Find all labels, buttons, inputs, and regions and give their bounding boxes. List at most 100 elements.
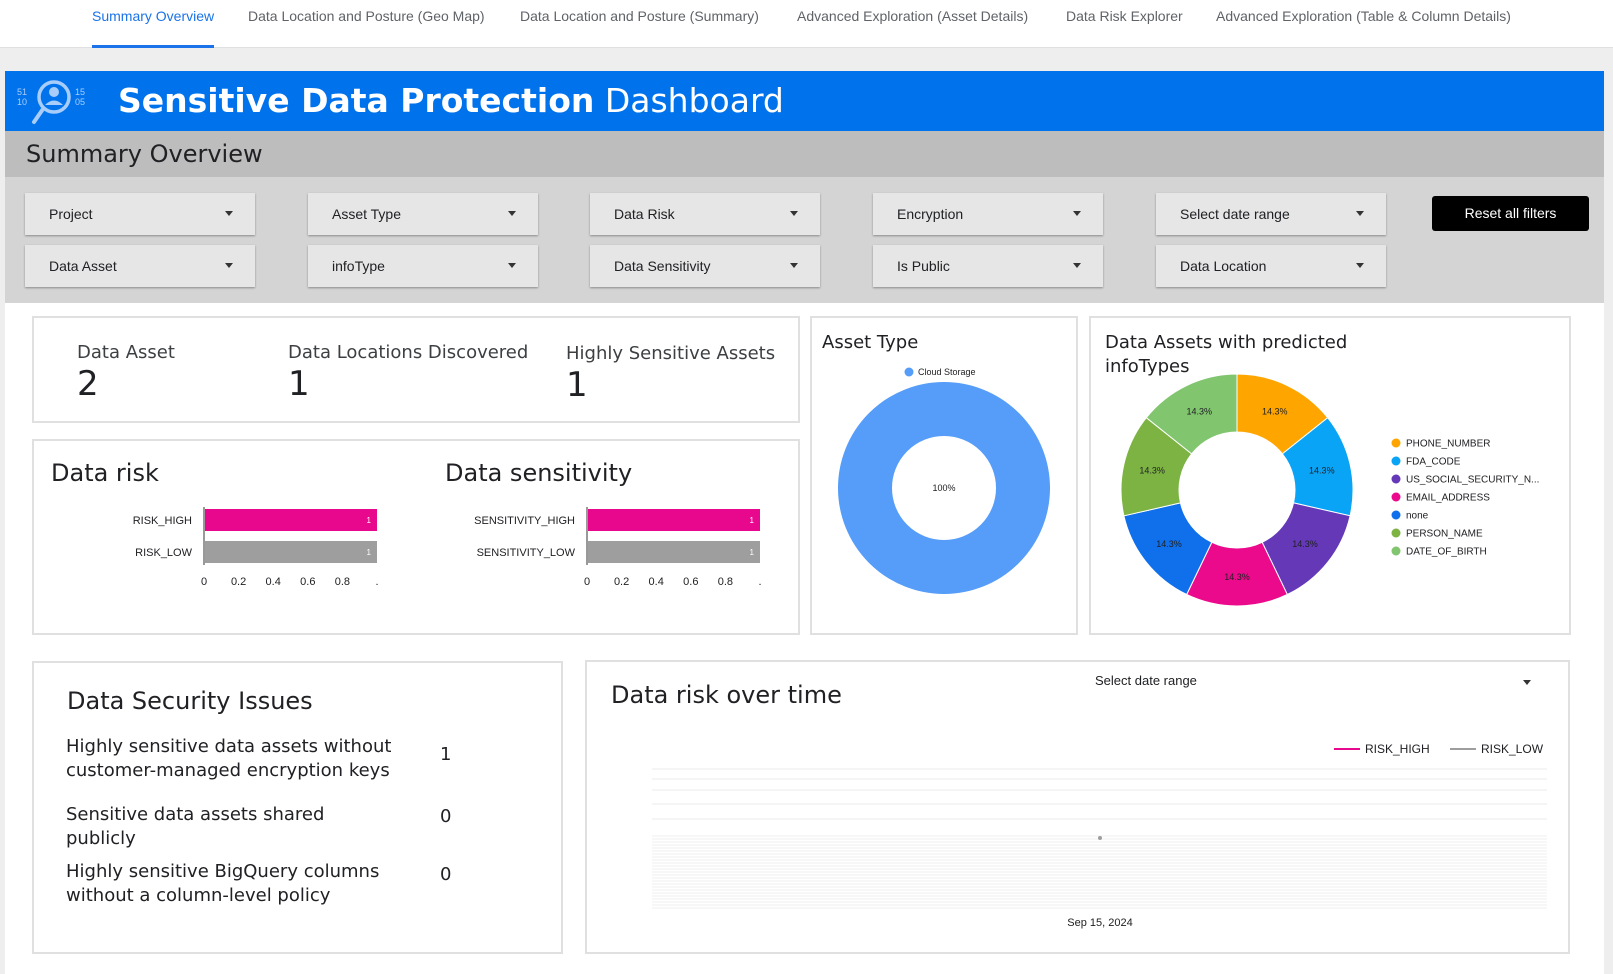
risk-sensitivity-card: Data risk Data sensitivity RISK_HIGH 1 RIS…	[32, 439, 800, 635]
caret-down-icon	[1073, 211, 1081, 216]
legend-label: RISK_HIGH	[1365, 742, 1430, 756]
tab-data-risk-explorer[interactable]: Data Risk Explorer	[1066, 8, 1183, 24]
scorecard-label: Highly Sensitive Assets	[566, 343, 776, 364]
bar-x-tick-label: 0	[201, 576, 207, 588]
filter-label: Asset Type	[332, 206, 402, 222]
tab-bar: Summary Overview Data Location and Postu…	[0, 0, 1613, 48]
caret-down-icon	[1356, 211, 1364, 216]
asset-type-filter[interactable]: Asset Type	[308, 193, 538, 235]
bar-category-label: SENSITIVITY_HIGH	[474, 515, 575, 527]
filter-label: Data Sensitivity	[614, 258, 711, 274]
caret-down-icon	[1073, 263, 1081, 268]
logo-digits-tr: 15	[75, 87, 85, 97]
issue-line: Sensitive data assets shared publicly	[66, 804, 325, 849]
bar-category-label: RISK_LOW	[135, 547, 192, 559]
donut-slice-label: 14.3%	[1262, 407, 1288, 417]
bar	[588, 509, 760, 531]
donut-slice-label: 100%	[932, 483, 955, 493]
tab-asset-details[interactable]: Advanced Exploration (Asset Details)	[797, 8, 1029, 24]
logo-digits-bl: 10	[17, 97, 27, 107]
legend-label: DATE_OF_BIRTH	[1406, 547, 1487, 558]
tab-geo-map[interactable]: Data Location and Posture (Geo Map)	[248, 8, 485, 24]
filter-label: infoType	[332, 258, 385, 274]
issue-no-column-policy: Highly sensitive BigQuery columns withou…	[66, 860, 396, 908]
data-risk-filter[interactable]: Data Risk	[590, 193, 820, 235]
tab-location-summary[interactable]: Data Location and Posture (Summary)	[520, 8, 759, 24]
caret-down-icon	[790, 263, 798, 268]
dashboard-title-bold: Sensitive Data Protection	[118, 81, 595, 120]
issue-value: 0	[440, 864, 452, 885]
legend-swatch	[1391, 492, 1401, 502]
caret-down-icon	[1356, 263, 1364, 268]
legend-label: PHONE_NUMBER	[1406, 439, 1490, 450]
bar-x-tick-label: 0.8	[335, 576, 350, 588]
legend-swatch	[1391, 474, 1401, 484]
caret-down-icon[interactable]	[1523, 680, 1531, 685]
dlp-logo-icon: 51 10 15 05	[17, 80, 85, 124]
legend-label: Cloud Storage	[918, 367, 976, 377]
logo-digits-tl: 51	[17, 87, 27, 97]
caret-down-icon	[508, 263, 516, 268]
data-risk-chart: RISK_HIGH 1 RISK_LOW 1 0 0.2 0.4 0.6 0.8.	[133, 507, 379, 588]
dashboard-header: 51 10 15 05 Sensitive Data Protection Da…	[5, 71, 1604, 131]
is-public-filter[interactable]: Is Public	[873, 245, 1103, 287]
bar-x-tick-label: .	[375, 576, 378, 588]
legend-swatch	[1391, 528, 1401, 538]
issue-shared-publicly: Sensitive data assets shared publicly	[66, 803, 396, 851]
legend-label: FDA_CODE	[1406, 457, 1461, 468]
legend-label: PERSON_NAME	[1406, 529, 1483, 540]
bar-x-tick-label: 0.8	[718, 576, 733, 588]
x-tick-label: Sep 15, 2024	[1067, 917, 1132, 929]
data-sensitivity-chart: SENSITIVITY_HIGH 1 SENSITIVITY_LOW 1 0 0.2 0.4…	[474, 507, 762, 588]
bar-x-tick-label: 0.2	[614, 576, 629, 588]
data-sensitivity-filter[interactable]: Data Sensitivity	[590, 245, 820, 287]
risk-over-time-chart: RISK_HIGH RISK_LOW Sep 15, 2024	[652, 742, 1547, 929]
scorecard-value: 1	[288, 364, 310, 404]
filter-label: Select date range	[1180, 206, 1290, 222]
date-range-filter[interactable]: Select date range	[1156, 193, 1386, 235]
reset-filters-button[interactable]: Reset all filters	[1432, 196, 1589, 231]
security-issues-card: Data Security Issues Highly sensitive da…	[32, 661, 563, 954]
infotypes-donut-chart: 14.3% 14.3% 14.3% 14.3% 14.3% 14.3% 14.3% PHONE…	[1120, 373, 1539, 607]
filter-label: Data Asset	[49, 258, 117, 274]
tab-table-column-details[interactable]: Advanced Exploration (Table & Column Det…	[1216, 8, 1511, 24]
bar-x-tick-label: 0	[584, 576, 590, 588]
donut-slice	[1145, 373, 1238, 455]
bar-data-label: 1	[750, 516, 755, 525]
asset-type-donut-chart: Cloud Storage 100%	[838, 367, 1050, 594]
bar-x-tick-label: 0.2	[231, 576, 246, 588]
data-asset-filter[interactable]: Data Asset	[25, 245, 255, 287]
legend-label: EMAIL_ADDRESS	[1406, 493, 1490, 504]
data-sensitivity-title: Data sensitivity	[445, 459, 633, 487]
filter-label: Project	[49, 206, 93, 222]
asset-type-title: Asset Type	[822, 332, 919, 353]
infotype-filter[interactable]: infoType	[308, 245, 538, 287]
legend-swatch	[1391, 456, 1401, 466]
bar-data-label: 1	[367, 548, 372, 557]
bar-x-tick-label: 0.4	[266, 576, 281, 588]
donut-slice-label: 14.3%	[1156, 539, 1182, 549]
caret-down-icon	[508, 211, 516, 216]
filter-label: Data Location	[1180, 258, 1267, 274]
bar-x-tick-label: 0.4	[649, 576, 664, 588]
legend-label: none	[1406, 511, 1429, 522]
bar-x-tick-label: 0.6	[300, 576, 315, 588]
time-date-range-dropdown[interactable]: Select date range	[1095, 673, 1197, 688]
bar-data-label: 1	[750, 548, 755, 557]
legend-swatch	[1391, 438, 1401, 448]
infotypes-title-line2: infoTypes	[1105, 356, 1190, 377]
infotypes-title-line1: Data Assets with predicted	[1105, 332, 1348, 353]
donut-slice	[838, 382, 1050, 594]
caret-down-icon	[790, 211, 798, 216]
legend-label: US_SOCIAL_SECURITY_N...	[1406, 475, 1539, 486]
data-location-filter[interactable]: Data Location	[1156, 245, 1386, 287]
donut-slice-label: 14.3%	[1309, 466, 1335, 476]
project-filter[interactable]: Project	[25, 193, 255, 235]
filter-label: Is Public	[897, 258, 950, 274]
risk-over-time-title: Data risk over time	[611, 681, 842, 709]
issue-no-cmek: Highly sensitive data assets without cus…	[66, 735, 396, 783]
scorecard-label: Data Locations Discovered	[288, 342, 529, 363]
tab-summary-overview[interactable]: Summary Overview	[92, 0, 215, 48]
security-issues-title: Data Security Issues	[67, 687, 313, 715]
encryption-filter[interactable]: Encryption	[873, 193, 1103, 235]
